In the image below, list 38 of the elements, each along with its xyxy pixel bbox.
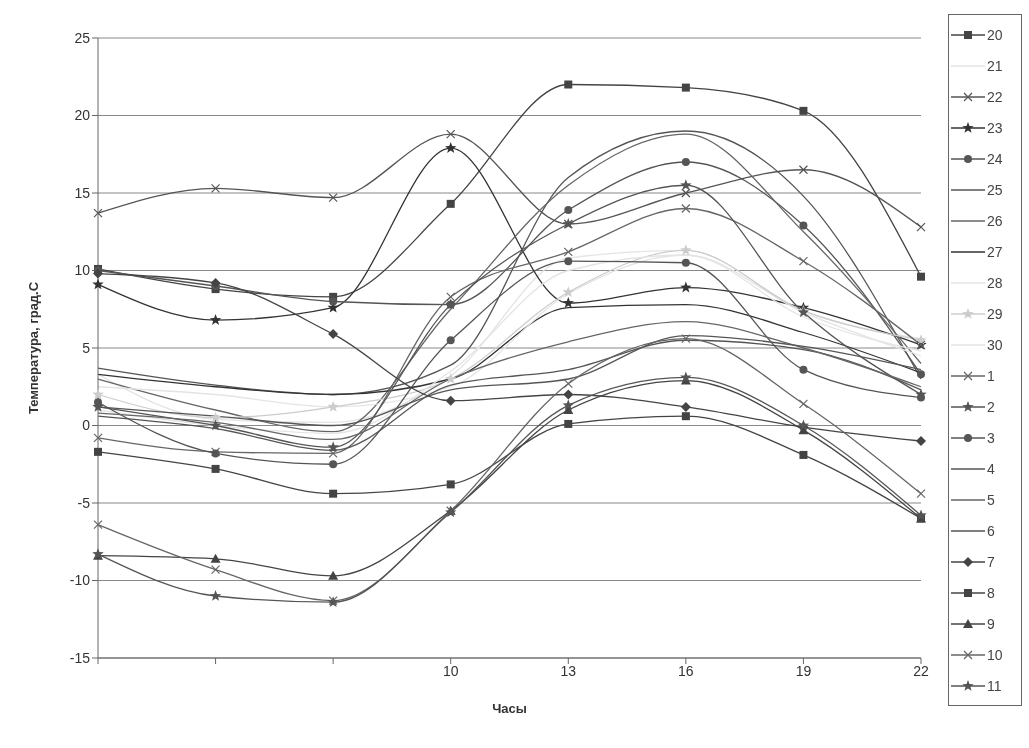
legend-label: 23 — [987, 119, 1003, 136]
legend-label: 22 — [987, 88, 1003, 105]
x-axis-title: Часы — [492, 701, 527, 716]
legend-label: 20 — [987, 26, 1003, 43]
legend-label: 29 — [987, 305, 1003, 322]
x-tick-label: 16 — [678, 662, 694, 679]
legend-label: 10 — [987, 646, 1003, 663]
legend-label: 28 — [987, 274, 1003, 291]
x-tick-label: 10 — [442, 662, 459, 679]
y-tick-label: -10 — [69, 572, 91, 589]
y-tick-label: -5 — [77, 494, 91, 511]
x-tick-label: 22 — [913, 662, 929, 679]
y-tick-label: 20 — [74, 107, 91, 124]
legend-label: 26 — [987, 212, 1003, 229]
legend-label: 8 — [987, 584, 995, 601]
legend-label: 24 — [987, 150, 1003, 167]
y-tick-label: 25 — [74, 29, 91, 46]
legend-label: 30 — [987, 336, 1003, 353]
legend-label: 9 — [987, 615, 995, 632]
legend-label: 27 — [987, 243, 1003, 260]
y-tick-label: -15 — [69, 649, 91, 666]
y-tick-label: 5 — [82, 339, 91, 356]
legend-label: 1 — [987, 367, 995, 384]
legend-label: 21 — [987, 57, 1003, 74]
legend-label: 11 — [987, 677, 1002, 694]
x-tick-label: 19 — [795, 662, 812, 679]
y-tick-label: 15 — [74, 184, 91, 201]
legend-label: 6 — [987, 522, 995, 539]
legend-label: 25 — [987, 181, 1003, 198]
x-tick-label: 13 — [560, 662, 577, 679]
y-tick-label: 0 — [82, 417, 91, 434]
legend-label: 7 — [987, 553, 995, 570]
legend-label: 5 — [987, 491, 995, 508]
legend-label: 4 — [987, 460, 995, 477]
legend-label: 3 — [987, 429, 995, 446]
legend-label: 2 — [987, 398, 995, 415]
y-axis-title: Температура, град.С — [25, 281, 41, 415]
y-tick-label: 10 — [74, 262, 91, 279]
